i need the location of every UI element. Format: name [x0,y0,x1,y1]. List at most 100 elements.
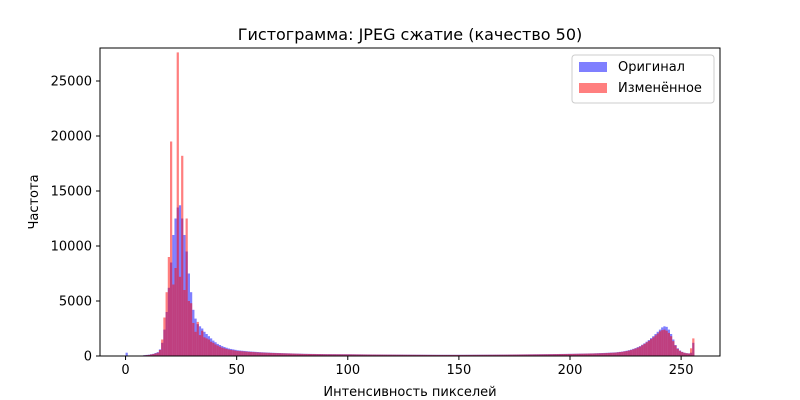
histogram-bar [198,335,202,356]
histogram-bar [336,354,339,356]
x-tick-label: 200 [558,363,583,378]
histogram-bar [685,353,688,356]
histogram-bar [596,353,599,356]
histogram-bar [470,354,473,356]
histogram-bar [247,351,250,356]
histogram-bar [492,354,495,356]
histogram-bar [485,354,488,356]
histogram-bar [401,354,404,356]
histogram-bar [476,354,479,356]
histogram-bar [541,354,544,356]
histogram-bar [621,351,624,356]
histogram-bar [505,354,508,356]
legend-swatch-original [579,62,607,72]
histogram-bar [641,345,644,356]
histogram-bar [154,353,157,356]
histogram-bar [158,349,162,356]
histogram-bar [314,354,317,356]
histogram-bar [185,218,188,356]
histogram-bar [252,352,255,356]
histogram-bar [603,353,606,356]
legend-box [571,54,715,104]
x-tick-label: 150 [446,363,471,378]
histogram-bar [432,354,435,356]
histogram-bar [558,354,562,356]
histogram-bar [436,354,439,356]
histogram-bar [378,354,382,356]
histogram-bar [338,354,342,356]
histogram-bar [438,354,442,356]
histogram-bar [554,354,557,356]
histogram-bar [614,352,617,356]
histogram-bar [594,353,597,356]
histogram-bar [587,353,590,356]
y-axis-label: Частота [27,174,42,229]
histogram-bar [550,354,553,356]
histogram-bar [298,353,302,356]
histogram-bar [427,354,430,356]
histogram-bar [410,354,413,356]
chart-title: Гистограмма: JPEG сжатие (качество 50) [238,25,583,44]
histogram-bar [192,323,195,356]
histogram-bar [412,354,415,356]
y-tick-label: 0 [84,350,92,365]
histogram-bar [563,354,566,356]
histogram-bar [461,354,464,356]
histogram-bar [396,354,399,356]
histogram-bar [274,353,277,356]
histogram-bar [303,353,306,356]
histogram-bar [265,352,268,356]
histogram-bar [450,354,453,356]
histogram-bar [652,337,655,356]
histogram-bar [623,351,626,356]
histogram-bar [561,354,564,356]
histogram-bar [343,354,346,356]
histogram-bar [598,353,602,356]
x-axis: 0 50 100 150 200 250 [121,356,694,378]
histogram-bar [610,352,613,356]
histogram-bar [327,354,330,356]
histogram-bar [430,354,433,356]
histogram-bar [318,354,322,356]
histogram-bar [496,354,499,356]
histogram-bar [543,354,546,356]
histogram-bar [645,342,648,356]
histogram-bar [278,353,282,356]
histogram-bar [658,331,662,356]
histogram-bar [583,353,586,356]
histogram-bar [167,257,170,356]
histogram-bar [650,339,653,356]
histogram-bar [214,344,217,356]
histogram-bar [501,354,504,356]
histogram-bar [481,354,484,356]
histogram-bar [523,354,526,356]
histogram-bar [243,351,246,356]
histogram-bar [165,292,168,356]
histogram-bar [261,352,264,356]
histogram-bar [236,350,239,356]
histogram-bar [625,351,628,356]
histogram-bar [507,354,510,356]
x-axis-label: Интенсивность пикселей [323,385,496,400]
histogram-bar [521,354,524,356]
histogram-bar [245,351,248,356]
histogram-bar [518,354,522,356]
histogram-bar [225,348,228,356]
histogram-bar [227,349,230,356]
histogram-bar [272,352,275,356]
histogram-bar [607,352,610,356]
histogram-bar [176,52,179,356]
histogram-bar [385,354,388,356]
x-tick-label: 250 [669,363,694,378]
histogram-bar [447,354,450,356]
histogram-bar [178,276,182,356]
histogram-bar [381,354,384,356]
histogram-bar [372,354,375,356]
histogram-bar [498,354,502,356]
histogram-bar [465,354,468,356]
histogram-bar [634,348,637,356]
histogram-bar [403,354,406,356]
histogram-bar [287,353,290,356]
histogram-bar [592,353,595,356]
histogram-bar [487,354,490,356]
